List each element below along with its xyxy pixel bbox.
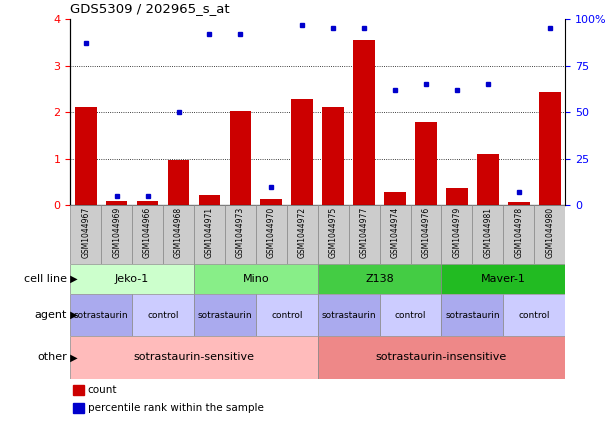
Text: GSM1044966: GSM1044966: [143, 207, 152, 258]
Bar: [194, 264, 318, 294]
Text: Maver-1: Maver-1: [481, 274, 525, 284]
Text: control: control: [147, 310, 179, 320]
Text: GSM1044978: GSM1044978: [514, 207, 523, 258]
Text: cell line: cell line: [24, 274, 67, 284]
Bar: [137, 201, 158, 205]
Text: sotrastaurin-insensitive: sotrastaurin-insensitive: [376, 352, 507, 363]
Bar: [318, 294, 379, 336]
Text: Z138: Z138: [365, 274, 394, 284]
Bar: [194, 205, 225, 264]
Bar: [101, 205, 132, 264]
Bar: [70, 264, 194, 294]
Text: sotrastaurin: sotrastaurin: [74, 310, 128, 320]
Bar: [411, 205, 442, 264]
Bar: [318, 336, 565, 379]
Bar: [353, 40, 375, 205]
Text: ▶: ▶: [67, 310, 78, 320]
Text: sotrastaurin: sotrastaurin: [321, 310, 376, 320]
Bar: [70, 294, 132, 336]
Bar: [442, 294, 503, 336]
Bar: [194, 294, 256, 336]
Bar: [379, 205, 411, 264]
Text: control: control: [519, 310, 550, 320]
Text: GSM1044977: GSM1044977: [360, 207, 368, 258]
Text: GSM1044971: GSM1044971: [205, 207, 214, 258]
Bar: [508, 202, 530, 205]
Bar: [446, 188, 468, 205]
Text: Mino: Mino: [243, 274, 269, 284]
Text: GSM1044968: GSM1044968: [174, 207, 183, 258]
Text: GSM1044976: GSM1044976: [422, 207, 431, 258]
Bar: [384, 192, 406, 205]
Text: sotrastaurin-sensitive: sotrastaurin-sensitive: [133, 352, 255, 363]
Text: other: other: [37, 352, 67, 363]
Text: GSM1044972: GSM1044972: [298, 207, 307, 258]
Text: GSM1044970: GSM1044970: [267, 207, 276, 258]
Text: GSM1044973: GSM1044973: [236, 207, 245, 258]
Bar: [70, 336, 318, 379]
Bar: [73, 404, 84, 413]
Bar: [318, 264, 442, 294]
Bar: [256, 294, 318, 336]
Text: percentile rank within the sample: percentile rank within the sample: [87, 404, 263, 413]
Text: GSM1044980: GSM1044980: [545, 207, 554, 258]
Bar: [132, 294, 194, 336]
Bar: [106, 201, 128, 205]
Text: sotrastaurin: sotrastaurin: [197, 310, 252, 320]
Bar: [260, 199, 282, 205]
Text: GSM1044979: GSM1044979: [452, 207, 461, 258]
Bar: [442, 205, 472, 264]
Bar: [199, 195, 221, 205]
Text: agent: agent: [35, 310, 67, 320]
Bar: [163, 205, 194, 264]
Bar: [534, 205, 565, 264]
Bar: [291, 99, 313, 205]
Bar: [442, 264, 565, 294]
Bar: [503, 294, 565, 336]
Text: ▶: ▶: [67, 352, 78, 363]
Text: GSM1044975: GSM1044975: [329, 207, 338, 258]
Bar: [318, 205, 349, 264]
Bar: [323, 107, 344, 205]
Text: control: control: [271, 310, 302, 320]
Bar: [503, 205, 534, 264]
Bar: [75, 107, 97, 205]
Bar: [230, 111, 251, 205]
Text: GDS5309 / 202965_s_at: GDS5309 / 202965_s_at: [70, 2, 230, 15]
Text: sotrastaurin: sotrastaurin: [445, 310, 500, 320]
Bar: [477, 154, 499, 205]
Text: count: count: [87, 385, 117, 395]
Bar: [70, 205, 101, 264]
Text: GSM1044967: GSM1044967: [81, 207, 90, 258]
Text: control: control: [395, 310, 426, 320]
Text: GSM1044981: GSM1044981: [483, 207, 492, 258]
Bar: [415, 122, 437, 205]
Bar: [539, 92, 560, 205]
Bar: [132, 205, 163, 264]
Text: GSM1044969: GSM1044969: [112, 207, 121, 258]
Text: GSM1044974: GSM1044974: [390, 207, 400, 258]
Bar: [349, 205, 379, 264]
Text: ▶: ▶: [67, 274, 78, 284]
Bar: [472, 205, 503, 264]
Bar: [73, 385, 84, 395]
Text: Jeko-1: Jeko-1: [115, 274, 149, 284]
Bar: [256, 205, 287, 264]
Bar: [225, 205, 256, 264]
Bar: [379, 294, 441, 336]
Bar: [167, 160, 189, 205]
Bar: [287, 205, 318, 264]
